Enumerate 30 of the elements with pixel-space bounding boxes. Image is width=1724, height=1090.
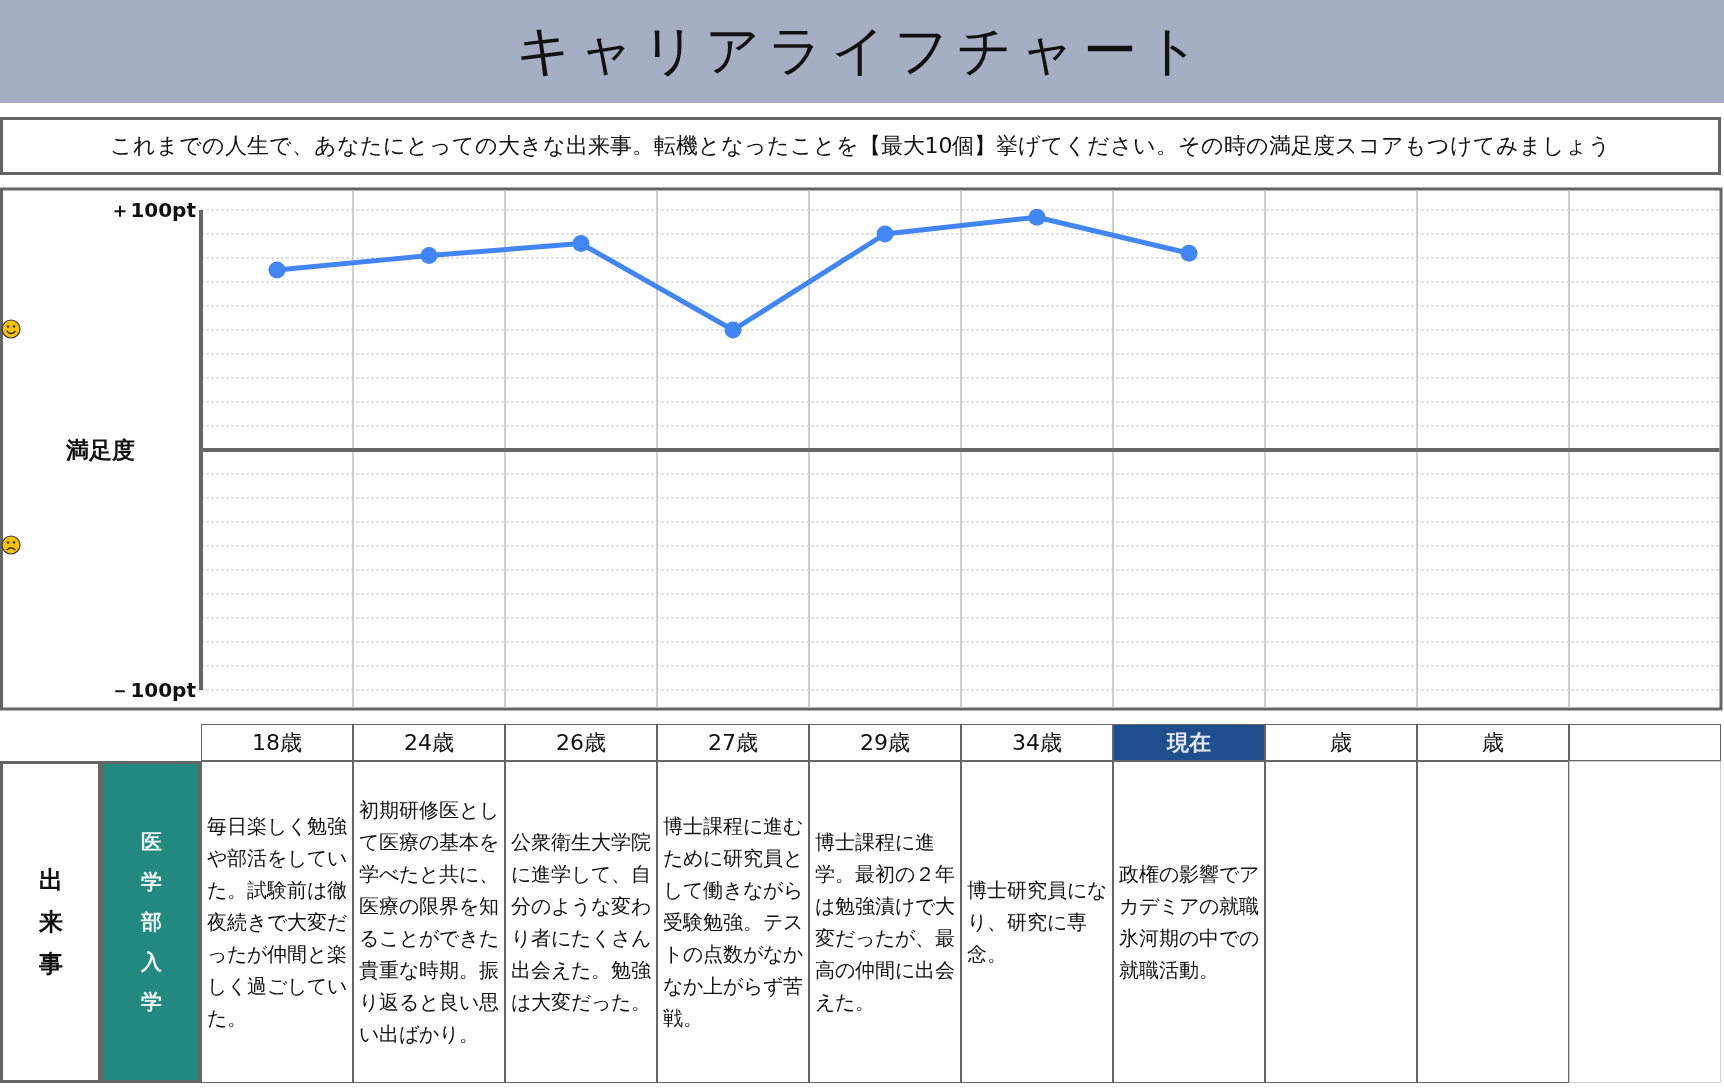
chart-title: キャリアライフチャート <box>516 18 1208 84</box>
y-tick-label: －100pt <box>110 678 197 702</box>
y-axis-title: 満足度 <box>65 437 135 463</box>
text: 出来事 <box>38 865 63 980</box>
text: 公衆衛生大学院に進学して、自分のような変わり者にたくさん出会えた。勉強は大変だった。 <box>511 829 652 1016</box>
text: 博士課程に進学。最初の２年は勉強漬けで大変だったが、最高の仲間に出会えた。 <box>815 829 956 1016</box>
text: 毎日楽しく勉強や部活をしていた。試験前は徹夜続きで大変だったが仲間と楽しく過ごしていた。 <box>207 813 348 1032</box>
point <box>420 247 438 265</box>
x-tick-label: 18歳 <box>252 728 302 757</box>
text: 政権の影響でアカデミアの就職氷河期の中での就職活動。 <box>1119 861 1260 984</box>
y-tick-label: ＋100pt <box>110 198 197 222</box>
x-tick-label: 34歳 <box>1012 728 1062 757</box>
x-tick-label: 26歳 <box>556 728 606 757</box>
text: 初期研修医として医療の基本を学べたと共に、医療の限界を知ることができた貴重な時期。振り返ると良い思い出ばかり。 <box>359 797 500 1048</box>
point <box>876 225 894 243</box>
point <box>724 321 742 339</box>
x-tick-label: 29歳 <box>860 728 910 757</box>
x-tick-label: 現在 <box>1167 728 1211 757</box>
text: 博士研究員になり、研究に専念。 <box>967 877 1108 968</box>
point <box>572 235 590 253</box>
point <box>268 261 286 279</box>
x-tick-label: 24歳 <box>404 728 454 757</box>
x-tick-label: 歳 <box>1330 728 1352 757</box>
text: 医学部入学 <box>140 829 162 1016</box>
x-tick-label: 歳 <box>1482 728 1504 757</box>
text: 博士課程に進むために研究員として働きながら受験勉強。テストの点数がなかなか上がらず苦戦。 <box>663 813 804 1032</box>
x-tick-label: 27歳 <box>708 728 758 757</box>
point <box>1180 244 1198 262</box>
chart-subtitle: これまでの人生で、あなたにとっての大きな出来事。転機となったことを【最大10個】挙げてください。その時の満足度スコアもつけてみましょう <box>109 132 1612 160</box>
point <box>1028 208 1046 226</box>
